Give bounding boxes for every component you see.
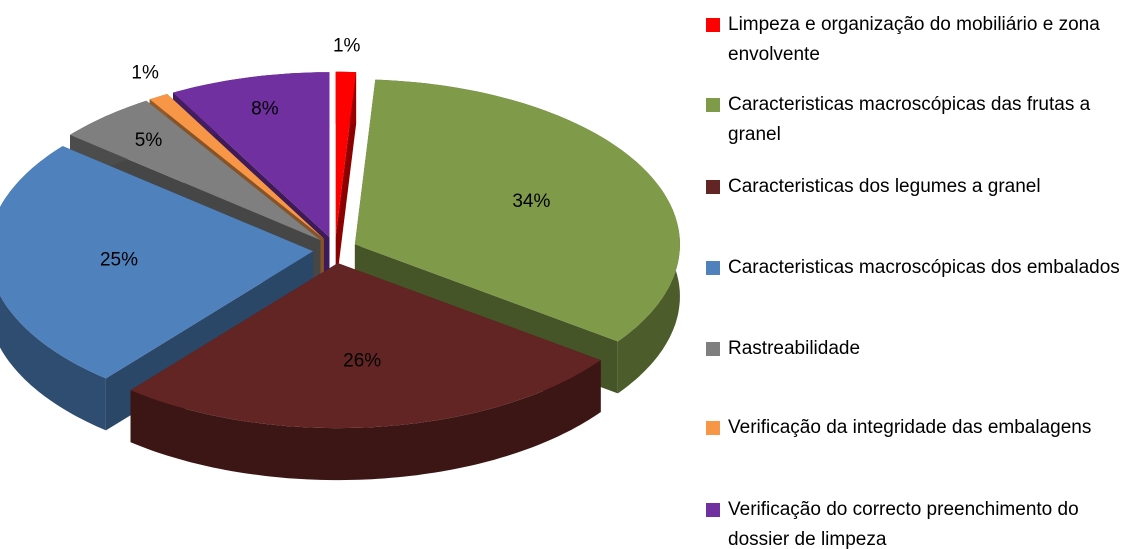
legend-item: Rastreabilidade: [706, 334, 1136, 364]
legend-label: Limpeza e organização do mobiliário e zo…: [728, 14, 1100, 65]
legend-label: Caracteristicas dos legumes a granel: [728, 176, 1041, 197]
legend-label: Rastreabilidade: [728, 338, 861, 359]
pie-area: 1% 34% 26% 25% 5% 1% 8%: [0, 36, 680, 481]
legend-label: Verificação do correcto preenchimento do…: [728, 499, 1079, 549]
slice-wall: [335, 72, 357, 289]
slice: [354, 79, 680, 342]
slice: [173, 72, 330, 238]
slice: [130, 263, 601, 429]
data-label: 1%: [333, 36, 361, 57]
legend-item: Limpeza e organização do mobiliário e zo…: [706, 10, 1136, 70]
legend-label: Caracteristicas macroscópicas dos embala…: [728, 257, 1120, 278]
legend-swatch: [706, 98, 720, 112]
slice: [149, 94, 324, 239]
legend-item: Verificação do correcto preenchimento do…: [706, 495, 1136, 549]
legend-swatch: [706, 261, 720, 275]
legend-swatch: [706, 342, 720, 356]
data-label: 26%: [343, 350, 381, 371]
legend-item: Caracteristicas macroscópicas dos embala…: [706, 253, 1136, 283]
data-label: 8%: [251, 98, 279, 119]
data-label: 25%: [100, 250, 138, 271]
legend-swatch: [706, 421, 720, 435]
legend-swatch: [706, 180, 720, 194]
data-label: 34%: [512, 191, 550, 212]
legend-swatch: [706, 503, 720, 517]
legend-item: Caracteristicas dos legumes a granel: [706, 172, 1136, 202]
legend-item: Caracteristicas macroscópicas das frutas…: [706, 90, 1136, 150]
slice: [335, 71, 357, 237]
data-label: 5%: [135, 130, 163, 151]
legend-item: Verificação da integridade das embalagen…: [706, 413, 1136, 443]
slice-side: [130, 360, 601, 481]
slice: [0, 146, 314, 379]
legend-swatch: [706, 18, 720, 32]
data-label: 1%: [131, 62, 159, 83]
legend-label: Caracteristicas macroscópicas das frutas…: [728, 94, 1091, 145]
slice: [70, 100, 321, 241]
legend-label: Verificação da integridade das embalagen…: [728, 417, 1092, 438]
